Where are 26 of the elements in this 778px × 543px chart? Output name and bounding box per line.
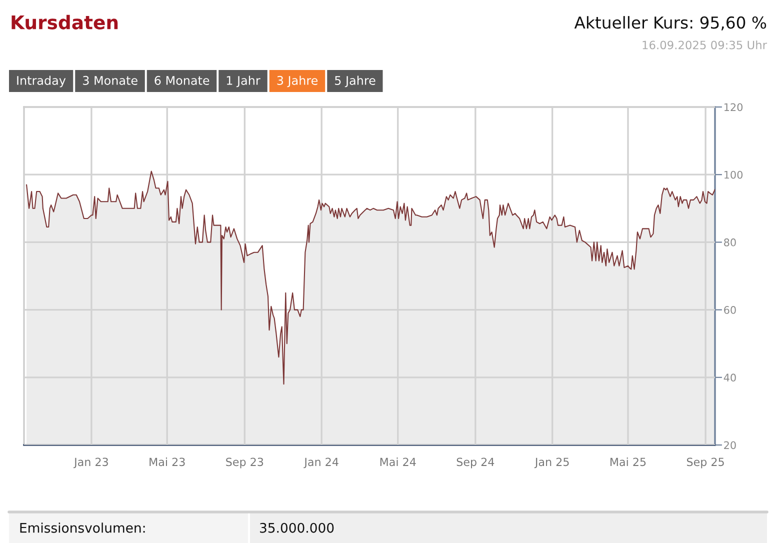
y-tick-label: 100 (724, 170, 743, 179)
x-tick-label: Jan 23 (73, 458, 108, 468)
x-tick-label: Jan 25 (534, 458, 569, 468)
y-tick-label: 60 (724, 306, 736, 314)
text: 16.09.2025 09:35 Uhr (642, 40, 767, 50)
text: 6 Monate (154, 76, 210, 85)
text: Intraday (17, 76, 66, 88)
text: 35.000.000 (260, 522, 334, 533)
x-tick-label: Sep 23 (226, 458, 264, 468)
y-tick-label: 40 (724, 374, 736, 382)
text: 3 Monate (83, 76, 138, 85)
y-tick-label: 20 (724, 441, 736, 450)
x-tick-label: Sep 25 (686, 458, 724, 468)
x-tick-label: Mai 23 (150, 458, 185, 466)
text: 3 Jahre (277, 76, 318, 88)
text: Aktueller Kurs: 95,60 % (574, 16, 766, 30)
y-tick-label: 80 (724, 238, 736, 246)
x-tick-label: Mai 25 (610, 458, 646, 466)
text: 5 Jahre (335, 76, 376, 88)
text: Emissionsvolumen: (20, 522, 145, 533)
x-tick-label: Mai 24 (380, 458, 416, 466)
x-tick-label: Jan 24 (304, 458, 338, 468)
y-tick-label: 120 (724, 103, 743, 112)
x-tick-label: Sep 24 (456, 458, 494, 468)
chart-title: Kursdaten (12, 14, 118, 30)
text: 1 Jahr (226, 76, 260, 88)
